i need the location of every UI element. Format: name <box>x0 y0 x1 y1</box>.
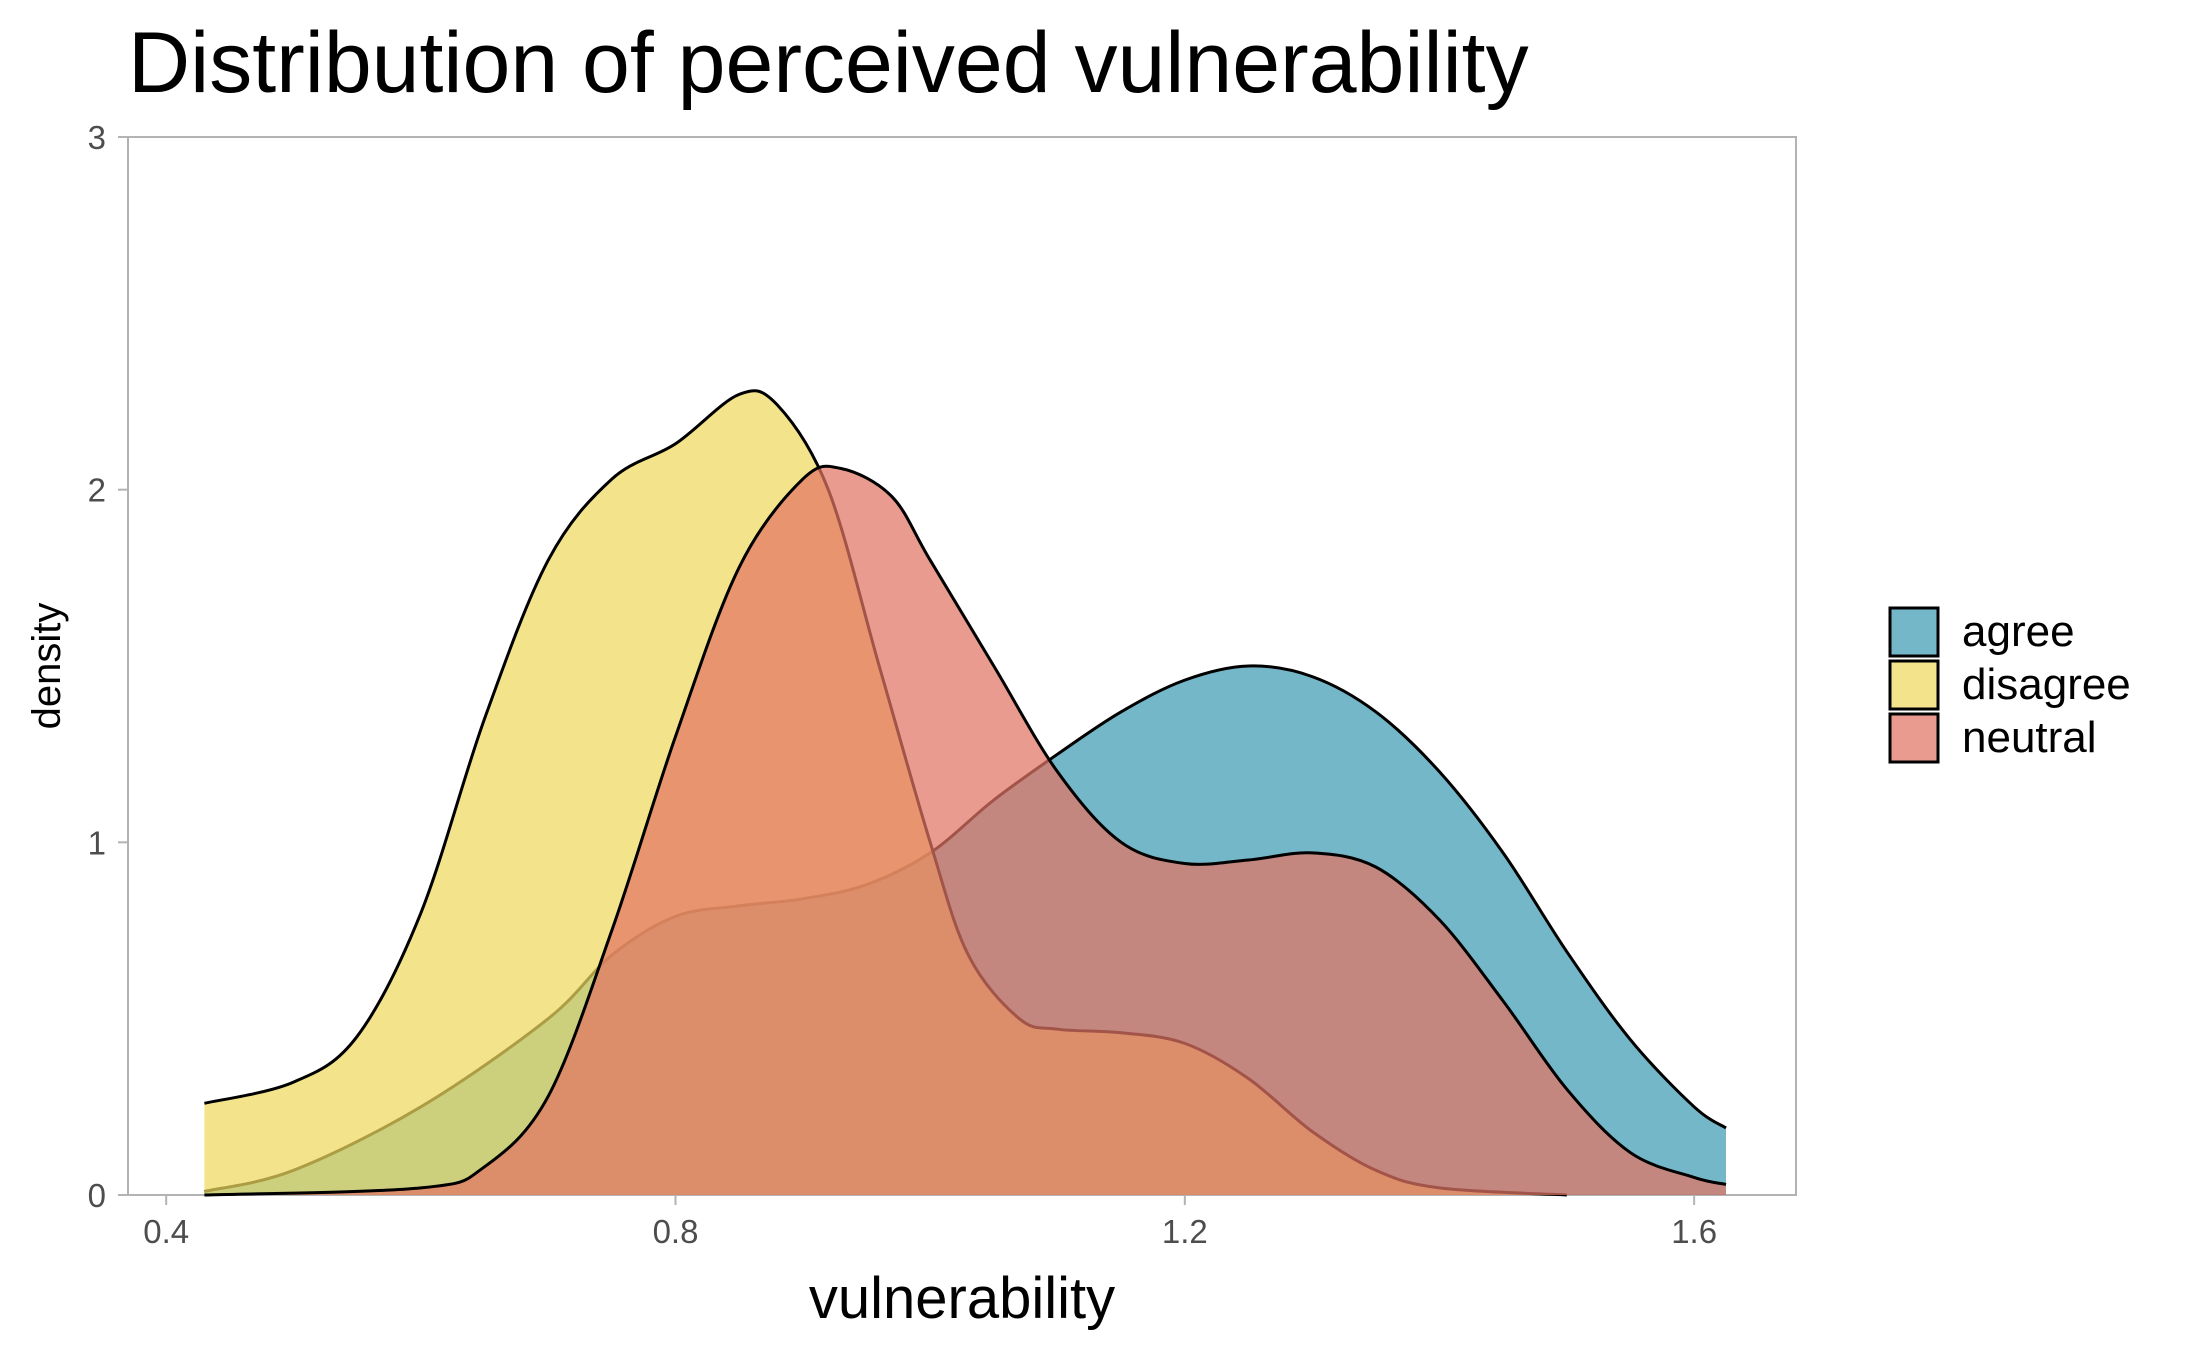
x-tick-label: 1.2 <box>1162 1213 1208 1250</box>
x-axis: 0.4 0.8 1.2 1.6 <box>143 1195 1717 1250</box>
x-tick-label: 1.6 <box>1671 1213 1717 1250</box>
y-axis-title: density <box>25 603 69 730</box>
x-tick-label: 0.4 <box>143 1213 189 1250</box>
legend-label-neutral: neutral <box>1962 713 2097 762</box>
y-tick-label: 1 <box>88 824 106 861</box>
legend-label-agree: agree <box>1962 607 2075 656</box>
legend-key-agree <box>1888 606 1940 658</box>
legend-key-neutral <box>1888 712 1940 764</box>
x-tick-label: 0.8 <box>653 1213 699 1250</box>
y-tick-label: 3 <box>88 119 106 156</box>
density-area-neutral <box>204 466 1726 1196</box>
y-tick-label: 0 <box>88 1177 106 1214</box>
chart-title: Distribution of perceived vulnerability <box>128 15 1529 111</box>
density-series-layer <box>204 389 1727 1197</box>
y-tick-label: 2 <box>88 472 106 509</box>
y-axis: 0 1 2 3 <box>88 119 128 1214</box>
density-line-neutral <box>204 464 1727 1197</box>
legend-key-disagree <box>1888 659 1940 711</box>
x-axis-title: vulnerability <box>809 1266 1115 1331</box>
legend-label-disagree: disagree <box>1962 660 2131 709</box>
